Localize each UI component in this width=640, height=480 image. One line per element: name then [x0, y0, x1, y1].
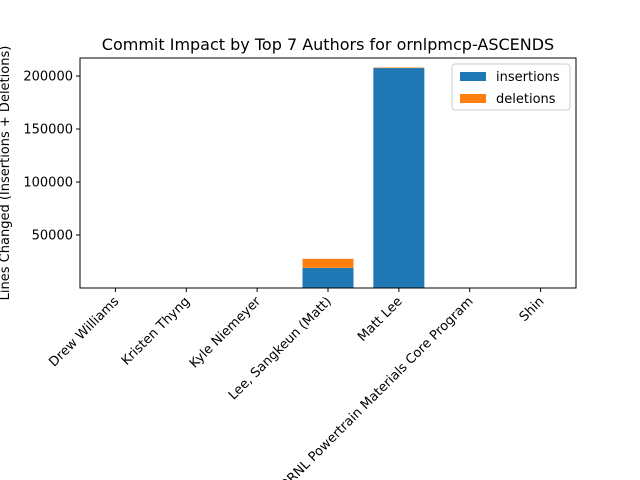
y-tick-label: 150000	[23, 123, 73, 138]
y-tick-label: 200000	[23, 70, 73, 85]
y-axis: 50000 100000 150000 200000	[23, 70, 80, 244]
legend-label-insertions: insertions	[496, 70, 560, 85]
bar-deletions-3	[302, 258, 354, 268]
x-tick-label: Matt Lee	[355, 294, 406, 345]
bar-insertions-3	[302, 267, 354, 288]
y-tick-label: 100000	[23, 176, 73, 191]
x-tick-label: Drew Williams	[46, 294, 122, 370]
legend: insertions deletions	[451, 63, 571, 111]
y-tick-label: 50000	[32, 229, 73, 244]
y-axis-label: Lines Changed (Insertions + Deletions)	[0, 46, 13, 301]
legend-swatch-deletions	[460, 94, 486, 103]
x-tick-label: Kristen Thyng	[119, 294, 193, 368]
chart-title: Commit Impact by Top 7 Authors for ornlp…	[102, 35, 554, 54]
legend-swatch-insertions	[460, 72, 486, 81]
x-tick-label: Kyle Niemeyer	[187, 294, 265, 372]
bar-deletions-4	[373, 67, 425, 69]
bar-insertions-4	[373, 68, 425, 288]
x-tick-label: Shin	[517, 294, 548, 325]
bars-group	[89, 67, 567, 288]
legend-label-deletions: deletions	[496, 92, 556, 107]
